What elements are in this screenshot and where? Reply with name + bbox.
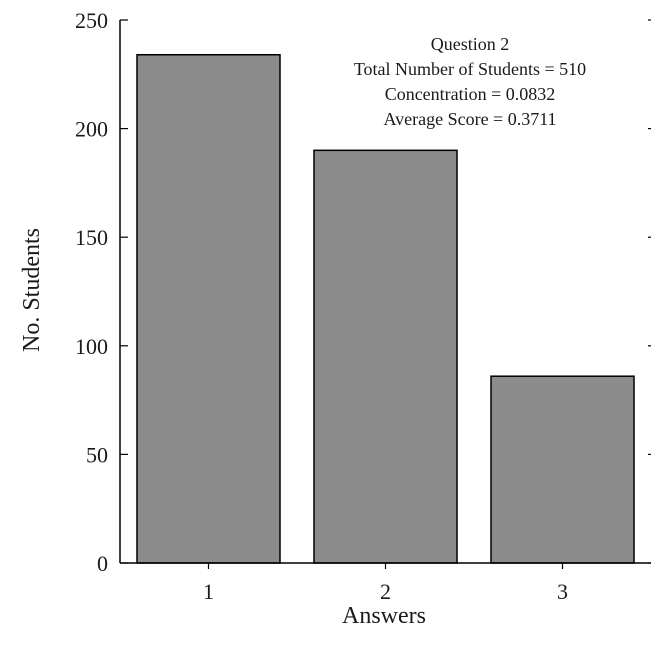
x-tick-label-1: 1	[203, 579, 214, 604]
y-tick-label-200: 200	[75, 117, 108, 142]
bar-3	[490, 375, 635, 564]
y-tick-label-150: 150	[75, 225, 108, 250]
y-tick-label-100: 100	[75, 334, 108, 359]
annotation-line-4: Average Score = 0.3711	[383, 109, 556, 129]
y-axis-label: No. Students	[19, 228, 45, 352]
bar-1	[136, 54, 281, 564]
annotation-line-1: Question 2	[431, 34, 510, 54]
y-tick-label-250: 250	[75, 8, 108, 33]
annotation-line-2: Total Number of Students = 510	[354, 59, 586, 79]
bars-group	[136, 54, 635, 564]
bar-2	[313, 149, 458, 564]
annotation-box: Question 2 Total Number of Students = 51…	[354, 34, 586, 129]
y-tick-label-0: 0	[97, 551, 108, 576]
x-tick-label-2: 2	[380, 579, 391, 604]
annotation-line-3: Concentration = 0.0832	[385, 84, 556, 104]
ticks-group: 1 2 3 0 50 100 150 200 250	[75, 8, 651, 604]
y-tick-label-50: 50	[86, 442, 108, 467]
x-axis-label: Answers	[342, 603, 426, 629]
x-tick-label-3: 3	[557, 579, 568, 604]
